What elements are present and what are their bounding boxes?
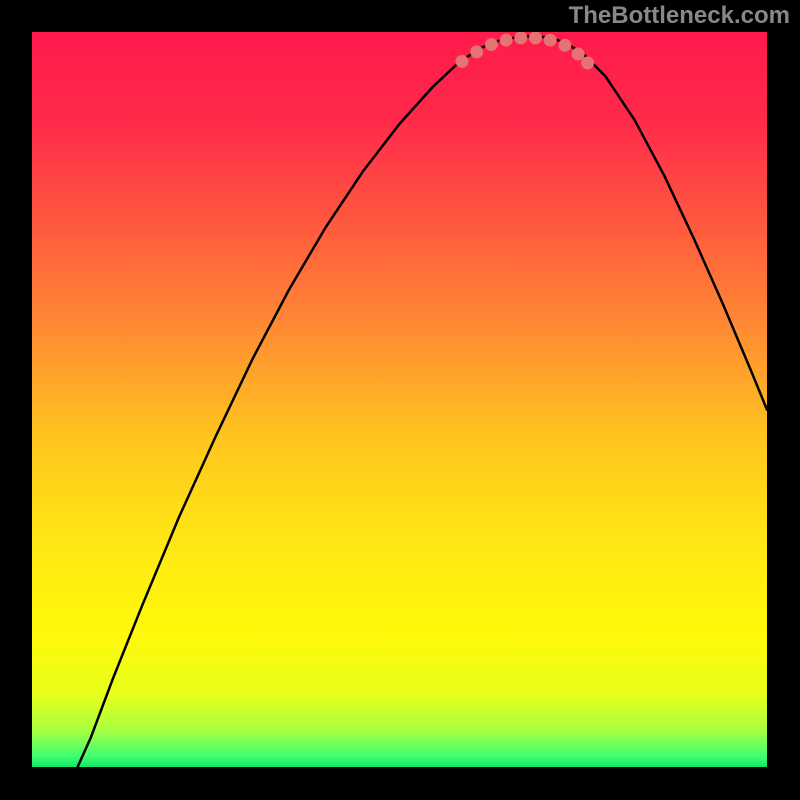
plot-area bbox=[32, 32, 767, 767]
watermark-text: TheBottleneck.com bbox=[569, 2, 790, 30]
valley-marker bbox=[514, 32, 527, 44]
valley-marker bbox=[558, 39, 571, 52]
chart-root: TheBottleneck.com bbox=[0, 0, 800, 800]
valley-marker bbox=[470, 45, 483, 58]
valley-marker bbox=[455, 55, 468, 68]
valley-marker bbox=[485, 38, 498, 51]
valley-marker bbox=[544, 34, 557, 47]
bottleneck-curve bbox=[78, 36, 767, 767]
valley-markers bbox=[455, 32, 594, 69]
curve-layer bbox=[32, 32, 767, 767]
valley-marker bbox=[581, 56, 594, 69]
valley-marker bbox=[529, 32, 542, 44]
valley-marker bbox=[572, 48, 585, 61]
valley-marker bbox=[500, 34, 513, 47]
